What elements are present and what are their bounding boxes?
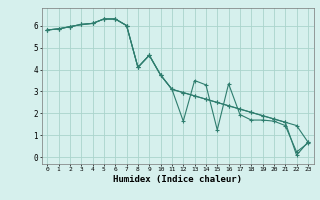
X-axis label: Humidex (Indice chaleur): Humidex (Indice chaleur) bbox=[113, 175, 242, 184]
